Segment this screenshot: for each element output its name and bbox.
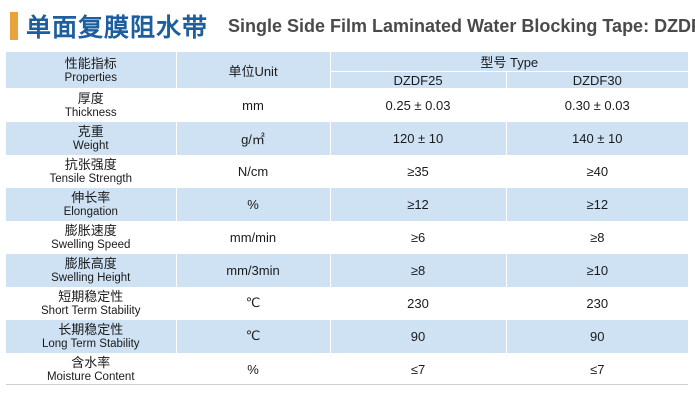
- header-properties-cn: 性能指标: [64, 55, 117, 71]
- row-property-en: Weight: [72, 139, 109, 152]
- row-property: 含水率 Moisture Content: [6, 352, 177, 386]
- header-model-1: DZDF25: [330, 71, 507, 89]
- row-property-en: Swelling Speed: [51, 238, 131, 251]
- row-value-2: ≥8: [506, 220, 689, 254]
- row-unit: mm/3min: [176, 253, 331, 287]
- row-value-2: ≥40: [506, 154, 689, 188]
- row-property-cn: 厚度: [77, 90, 104, 106]
- row-unit: N/cm: [176, 154, 331, 188]
- spec-table: 性能指标 Properties 单位Unit 型号 Type DZDF25 DZ…: [6, 52, 689, 386]
- row-value-2: ≥10: [506, 253, 689, 287]
- row-property: 长期稳定性 Long Term Stability: [6, 319, 177, 353]
- row-value-2: 90: [506, 319, 689, 353]
- table-row: 短期稳定性 Short Term Stability ℃ 230 230: [6, 286, 689, 320]
- row-value-1: ≥6: [330, 220, 507, 254]
- row-property-en: Tensile Strength: [49, 172, 132, 185]
- row-property: 膨胀高度 Swelling Height: [6, 253, 177, 287]
- row-unit: %: [176, 352, 331, 386]
- row-property-en: Moisture Content: [46, 370, 135, 383]
- table-header-models: DZDF25 DZDF30: [6, 71, 689, 89]
- row-property: 抗张强度 Tensile Strength: [6, 154, 177, 188]
- row-property-cn: 长期稳定性: [58, 321, 124, 337]
- row-unit: ℃: [176, 319, 331, 353]
- table-row: 膨胀速度 Swelling Speed mm/min ≥6 ≥8: [6, 220, 689, 254]
- title-accent-bar: [10, 12, 18, 40]
- row-value-1: ≤7: [330, 352, 507, 386]
- row-property-en: Long Term Stability: [41, 337, 140, 350]
- table-row: 伸长率 Elongation % ≥12 ≥12: [6, 187, 689, 221]
- header-type: 型号 Type: [330, 52, 689, 72]
- row-property-cn: 膨胀高度: [64, 255, 117, 271]
- row-value-1: ≥8: [330, 253, 507, 287]
- row-unit: mm/min: [176, 220, 331, 254]
- row-unit: ℃: [176, 286, 331, 320]
- row-property: 膨胀速度 Swelling Speed: [6, 220, 177, 254]
- table-row: 含水率 Moisture Content % ≤7 ≤7: [6, 352, 689, 386]
- table-row: 膨胀高度 Swelling Height mm/3min ≥8 ≥10: [6, 253, 689, 287]
- row-property: 厚度 Thickness: [6, 88, 177, 122]
- row-value-2: 0.30 ± 0.03: [506, 88, 689, 122]
- row-property: 伸长率 Elongation: [6, 187, 177, 221]
- row-property-en: Thickness: [64, 106, 117, 119]
- row-value-1: ≥35: [330, 154, 507, 188]
- row-value-1: 90: [330, 319, 507, 353]
- row-value-1: 230: [330, 286, 507, 320]
- row-property-en: Short Term Stability: [41, 304, 141, 317]
- row-property-cn: 膨胀速度: [64, 222, 117, 238]
- row-property-cn: 克重: [77, 123, 104, 139]
- row-value-2: ≤7: [506, 352, 689, 386]
- row-property-cn: 短期稳定性: [58, 288, 124, 304]
- row-property: 短期稳定性 Short Term Stability: [6, 286, 177, 320]
- page-title-cn: 单面复膜阻水带: [26, 14, 209, 42]
- row-property-cn: 含水率: [71, 354, 111, 370]
- page-title-en: Single Side Film Laminated Water Blockin…: [228, 16, 695, 36]
- header-properties-en: Properties: [64, 71, 117, 84]
- row-property-en: Elongation: [63, 205, 118, 218]
- header-unit: 单位Unit: [176, 52, 331, 89]
- row-property-en: Swelling Height: [51, 271, 131, 284]
- row-value-1: 120 ± 10: [330, 121, 507, 155]
- table-row: 克重 Weight g/㎡ 120 ± 10 140 ± 10: [6, 121, 689, 155]
- row-value-2: 140 ± 10: [506, 121, 689, 155]
- row-value-2: 230: [506, 286, 689, 320]
- table-row: 长期稳定性 Long Term Stability ℃ 90 90: [6, 319, 689, 353]
- row-property: 克重 Weight: [6, 121, 177, 155]
- page-header: 单面复膜阻水带 Single Side Film Laminated Water…: [0, 0, 695, 50]
- row-value-1: ≥12: [330, 187, 507, 221]
- row-property-cn: 抗张强度: [64, 156, 117, 172]
- row-unit: g/㎡: [176, 121, 331, 155]
- row-unit: mm: [176, 88, 331, 122]
- table-row: 厚度 Thickness mm 0.25 ± 0.03 0.30 ± 0.03: [6, 88, 689, 122]
- row-unit: %: [176, 187, 331, 221]
- header-model-2: DZDF30: [506, 71, 689, 89]
- table-header-row: 性能指标 Properties 单位Unit 型号 Type: [6, 52, 689, 89]
- row-value-1: 0.25 ± 0.03: [330, 88, 507, 122]
- header-properties: 性能指标 Properties: [6, 52, 177, 89]
- row-property-cn: 伸长率: [71, 189, 111, 205]
- table-bottom-rule: [6, 384, 688, 385]
- row-value-2: ≥12: [506, 187, 689, 221]
- table-row: 抗张强度 Tensile Strength N/cm ≥35 ≥40: [6, 154, 689, 188]
